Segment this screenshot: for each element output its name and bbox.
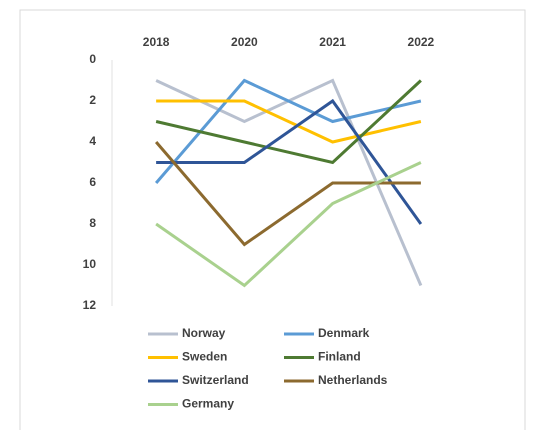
y-tick-label: 6	[89, 175, 96, 189]
y-tick-label: 12	[83, 298, 97, 312]
series-line	[155, 161, 422, 288]
legend-label: Sweden	[182, 350, 227, 364]
x-tick-label: 2021	[319, 35, 346, 49]
series-line	[156, 98, 423, 225]
series-line	[156, 99, 422, 144]
legend-label: Switzerland	[182, 373, 249, 387]
y-tick-label: 10	[83, 257, 97, 271]
chart-frame	[19, 9, 526, 430]
y-tick-label: 0	[89, 52, 96, 66]
y-tick-label: 2	[89, 93, 96, 107]
legend-label: Norway	[182, 326, 226, 340]
y-tick-label: 4	[89, 134, 96, 148]
legend-label: Netherlands	[318, 373, 388, 387]
legend-label: Finland	[318, 350, 361, 364]
legend-label: Denmark	[318, 326, 370, 340]
y-tick-label: 8	[89, 216, 96, 230]
x-tick-label: 2020	[231, 35, 258, 49]
series-line	[155, 79, 422, 165]
x-tick-label: 2018	[143, 35, 170, 49]
x-tick-label: 2022	[408, 35, 435, 49]
legend-label: Germany	[182, 397, 234, 411]
